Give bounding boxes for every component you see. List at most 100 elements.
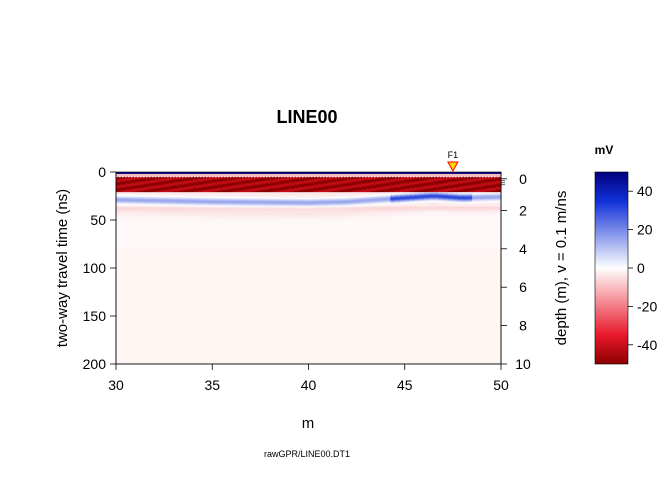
- heatmap-cell: [231, 206, 237, 208]
- heatmap-cell: [289, 182, 295, 184]
- heatmap-cell: [274, 247, 281, 250]
- heatmap-cell: [337, 240, 343, 242]
- heatmap-cell: [135, 237, 141, 239]
- heatmap-cell: [414, 181, 420, 183]
- heatmap-cell: [149, 234, 155, 236]
- heatmap-cell: [183, 209, 189, 211]
- heatmap-cell: [318, 179, 324, 182]
- heatmap-cell: [395, 243, 401, 245]
- heatmap-cell: [279, 229, 285, 231]
- heatmap-cell: [193, 195, 199, 197]
- heatmap-cell: [135, 192, 141, 194]
- heatmap-cell: [231, 242, 237, 244]
- heatmap-cell: [347, 230, 353, 232]
- heatmap-cell: [236, 204, 242, 206]
- heatmap-cell: [356, 224, 362, 227]
- heatmap-cell: [409, 215, 415, 217]
- heatmap-cell: [144, 185, 151, 187]
- heatmap-cell: [361, 214, 367, 216]
- heatmap-cell: [221, 172, 228, 175]
- heatmap-cell: [241, 188, 247, 190]
- heatmap-cell: [241, 176, 247, 179]
- heatmap-cell: [380, 222, 386, 225]
- heatmap-cell: [375, 177, 382, 180]
- heatmap-cell: [366, 225, 372, 228]
- heatmap-cell: [279, 233, 285, 235]
- heatmap-cell: [193, 198, 199, 201]
- heatmap-cell: [395, 201, 401, 204]
- heatmap-cell: [371, 238, 377, 240]
- heatmap-cell: [178, 197, 184, 200]
- heatmap-cell: [356, 197, 362, 200]
- heatmap-cell: [164, 226, 170, 229]
- heatmap-cell: [154, 210, 160, 212]
- heatmap-cell: [332, 222, 338, 225]
- heatmap-cell: [217, 192, 223, 194]
- heatmap-cell: [231, 180, 237, 182]
- heatmap-cell: [116, 192, 122, 194]
- heatmap-cell: [409, 195, 415, 197]
- heatmap-cell: [168, 196, 175, 199]
- heatmap-cell: [327, 204, 333, 206]
- heatmap-cell: [130, 178, 136, 181]
- heatmap-cell: [144, 242, 151, 244]
- heatmap-cell: [347, 213, 353, 215]
- heatmap-cell: [135, 177, 141, 180]
- heatmap-cell: [207, 228, 213, 230]
- heatmap-cell: [318, 210, 324, 212]
- heatmap-cell: [371, 214, 377, 216]
- heatmap-cell: [322, 172, 329, 174]
- heatmap-cell: [197, 231, 204, 233]
- heatmap-cell: [337, 210, 343, 212]
- heatmap-cell: [385, 173, 391, 176]
- heatmap-cell: [347, 216, 353, 218]
- heatmap-cell: [308, 238, 314, 240]
- heatmap-cell: [221, 213, 228, 215]
- heatmap-cell: [308, 205, 314, 207]
- heatmap-cell: [399, 217, 406, 219]
- heatmap-cell: [327, 182, 333, 184]
- heatmap-cell: [284, 203, 290, 206]
- heatmap-cell: [289, 244, 295, 247]
- heatmap-cell: [327, 209, 333, 211]
- heatmap-cell: [135, 174, 141, 177]
- heatmap-cell: [188, 183, 194, 185]
- heatmap-cell: [298, 220, 305, 222]
- heatmap-cell: [116, 172, 122, 175]
- heatmap-cell: [337, 173, 343, 176]
- heatmap-cell: [409, 240, 415, 242]
- heatmap-cell: [125, 203, 131, 206]
- heatmap-cell: [294, 238, 300, 240]
- heatmap-cell: [193, 197, 199, 200]
- heatmap-cell: [303, 194, 309, 196]
- heatmap-cell: [159, 219, 165, 221]
- heatmap-cell: [135, 220, 141, 222]
- heatmap-cell: [303, 239, 309, 241]
- heatmap-cell: [178, 194, 184, 196]
- heatmap-cell: [236, 234, 242, 236]
- heatmap-cell: [284, 230, 290, 232]
- heatmap-cell: [130, 243, 136, 245]
- heatmap-cell: [303, 192, 309, 194]
- heatmap-cell: [164, 196, 170, 199]
- heatmap-cell: [366, 172, 372, 175]
- heatmap-cell: [207, 235, 213, 237]
- heatmap-cell: [217, 184, 223, 186]
- heatmap-cell: [245, 207, 252, 209]
- heatmap-cell: [351, 233, 358, 235]
- heatmap-cell: [130, 215, 136, 217]
- heatmap-cell: [356, 243, 362, 245]
- heatmap-cell: [135, 196, 141, 198]
- heatmap-cell: [154, 220, 160, 222]
- heatmap-cell: [236, 177, 242, 180]
- heatmap-cell: [351, 208, 358, 210]
- heatmap-cell: [327, 207, 333, 209]
- heatmap-cell: [130, 195, 136, 197]
- heatmap-cell: [241, 244, 247, 247]
- heatmap-cell: [371, 239, 377, 241]
- heatmap-cell: [135, 218, 141, 220]
- heatmap-cell: [159, 204, 165, 206]
- heatmap-cell: [351, 206, 358, 208]
- heatmap-cell: [125, 189, 131, 191]
- heatmap-cell: [274, 235, 281, 237]
